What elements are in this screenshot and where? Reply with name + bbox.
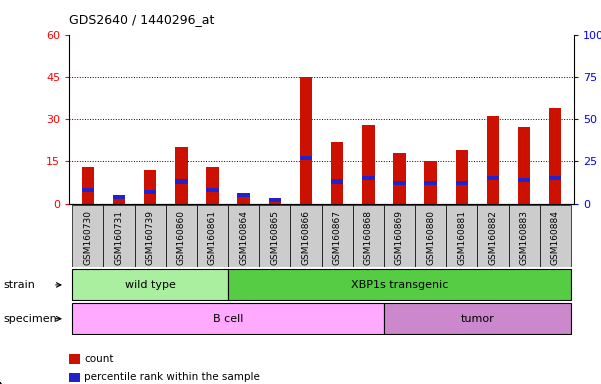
Bar <box>487 176 499 180</box>
Bar <box>103 205 135 267</box>
Bar <box>549 176 561 180</box>
Bar <box>113 195 125 199</box>
Bar <box>269 201 281 204</box>
Bar <box>228 269 571 300</box>
Bar <box>259 205 290 267</box>
Bar <box>228 205 259 267</box>
Bar <box>135 205 166 267</box>
Bar <box>331 142 343 204</box>
Bar <box>322 205 353 267</box>
Text: GSM160883: GSM160883 <box>520 210 529 265</box>
Text: GSM160882: GSM160882 <box>489 210 498 265</box>
Bar <box>393 153 406 204</box>
Bar <box>384 205 415 267</box>
Text: GSM160868: GSM160868 <box>364 210 373 265</box>
Text: GSM160884: GSM160884 <box>551 210 560 265</box>
Bar <box>518 127 530 204</box>
Text: GSM160861: GSM160861 <box>208 210 217 265</box>
Bar <box>290 205 322 267</box>
Bar <box>362 176 374 180</box>
Bar <box>113 198 125 204</box>
Text: strain: strain <box>3 280 35 290</box>
Text: count: count <box>84 354 114 364</box>
Bar <box>549 108 561 204</box>
Bar <box>197 205 228 267</box>
Text: percentile rank within the sample: percentile rank within the sample <box>84 372 260 382</box>
Bar <box>72 269 228 300</box>
Bar <box>393 181 406 185</box>
Text: GSM160880: GSM160880 <box>426 210 435 265</box>
Text: tumor: tumor <box>460 313 494 324</box>
Text: B cell: B cell <box>213 313 243 324</box>
Bar <box>166 205 197 267</box>
Bar <box>144 170 156 204</box>
Text: GSM160860: GSM160860 <box>177 210 186 265</box>
Bar <box>72 205 103 267</box>
Bar <box>540 205 571 267</box>
Bar <box>175 179 188 184</box>
Bar <box>72 303 384 334</box>
Text: specimen: specimen <box>3 314 56 324</box>
Bar <box>415 205 446 267</box>
Bar <box>331 179 343 184</box>
Bar <box>477 205 508 267</box>
Bar <box>384 303 571 334</box>
Bar <box>300 77 312 204</box>
Bar <box>206 167 219 204</box>
Text: GSM160881: GSM160881 <box>457 210 466 265</box>
Bar <box>487 116 499 204</box>
Text: GDS2640 / 1440296_at: GDS2640 / 1440296_at <box>69 13 215 26</box>
Bar <box>424 161 437 204</box>
Text: GSM160869: GSM160869 <box>395 210 404 265</box>
Bar <box>82 167 94 204</box>
Bar <box>237 193 250 197</box>
Bar <box>456 181 468 185</box>
Bar <box>300 156 312 160</box>
Bar <box>353 205 384 267</box>
Bar <box>269 198 281 202</box>
Text: XBP1s transgenic: XBP1s transgenic <box>351 280 448 290</box>
Bar <box>175 147 188 204</box>
Bar <box>82 188 94 192</box>
Text: GSM160739: GSM160739 <box>145 210 154 265</box>
Bar <box>206 188 219 192</box>
Text: GSM160730: GSM160730 <box>84 210 93 265</box>
Bar <box>518 178 530 182</box>
Bar <box>144 190 156 194</box>
Text: GSM160865: GSM160865 <box>270 210 279 265</box>
Bar <box>362 125 374 204</box>
Bar <box>446 205 477 267</box>
Bar <box>237 195 250 204</box>
Text: GSM160731: GSM160731 <box>114 210 123 265</box>
Text: wild type: wild type <box>124 280 175 290</box>
Bar <box>508 205 540 267</box>
Text: GSM160864: GSM160864 <box>239 210 248 265</box>
Bar <box>424 181 437 185</box>
Text: GSM160867: GSM160867 <box>332 210 341 265</box>
Text: GSM160866: GSM160866 <box>302 210 311 265</box>
Bar <box>456 150 468 204</box>
